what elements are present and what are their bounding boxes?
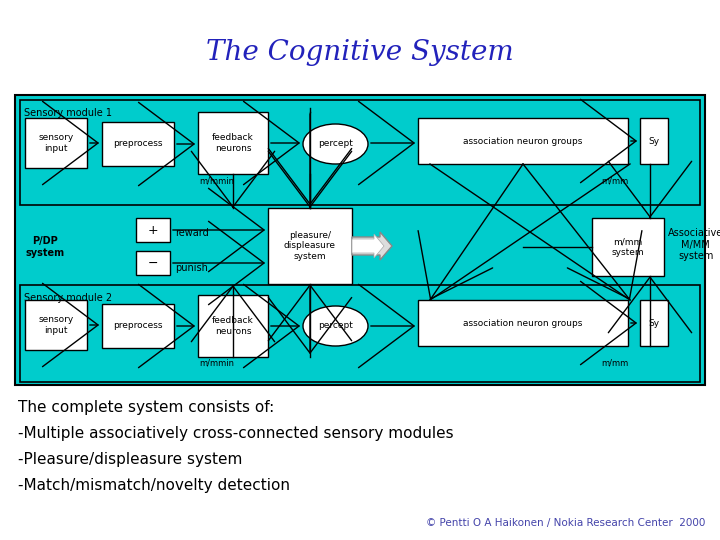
Text: percept: percept [318,139,353,148]
Text: sensory
input: sensory input [38,133,73,153]
Bar [268,208,352,284]
Text: The Cognitive System: The Cognitive System [206,38,514,65]
Bar [418,118,628,164]
Bar [418,300,628,346]
Text: Sensory module 1: Sensory module 1 [24,108,112,118]
Bar [25,118,87,168]
Bar [198,112,268,174]
Bar [640,300,668,346]
Bar [198,295,268,357]
Text: preprocess: preprocess [113,139,163,148]
Text: percept: percept [318,321,353,330]
Text: feedback
neurons: feedback neurons [212,133,254,153]
Ellipse shape [303,306,368,346]
Bar [640,118,668,164]
Text: m/mmin: m/mmin [199,176,234,185]
FancyArrow shape [352,234,384,258]
Text: association neuron groups: association neuron groups [463,137,582,145]
Bar [136,251,170,275]
Ellipse shape [303,124,368,164]
Text: association neuron groups: association neuron groups [463,319,582,327]
Text: m/mm: m/mm [601,176,629,185]
Text: Associative
M/MM
system: Associative M/MM system [668,228,720,261]
Bar [592,218,664,276]
Text: The complete system consists of:: The complete system consists of: [18,400,274,415]
Text: Sy: Sy [649,319,660,327]
Text: feedback
neurons: feedback neurons [212,316,254,336]
Bar [20,100,700,205]
Text: m/mm: m/mm [601,358,629,367]
Text: sensory
input: sensory input [38,315,73,335]
Text: +: + [148,224,158,237]
Text: −: − [148,256,158,269]
Text: Sensory module 2: Sensory module 2 [24,293,112,303]
Bar [102,304,174,348]
Text: Sy: Sy [649,137,660,145]
Text: © Pentti O A Haikonen / Nokia Research Center  2000: © Pentti O A Haikonen / Nokia Research C… [426,518,705,528]
Bar [15,95,705,385]
Text: P/DP
system: P/DP system [25,236,64,258]
Text: -Multiple associatively cross-connected sensory modules: -Multiple associatively cross-connected … [18,426,454,441]
Bar [102,122,174,166]
Bar [136,218,170,242]
Text: preprocess: preprocess [113,321,163,330]
FancyArrow shape [352,232,392,260]
Text: m/mmin: m/mmin [199,358,234,367]
Bar [20,285,700,382]
Text: pleasure/
displeasure
system: pleasure/ displeasure system [284,231,336,261]
Text: -Pleasure/displeasure system: -Pleasure/displeasure system [18,452,243,467]
Text: -Match/mismatch/novelty detection: -Match/mismatch/novelty detection [18,478,290,493]
Text: m/mm
system: m/mm system [612,237,644,256]
Text: punish: punish [175,263,208,273]
Text: reward: reward [175,228,209,238]
Bar [25,300,87,350]
